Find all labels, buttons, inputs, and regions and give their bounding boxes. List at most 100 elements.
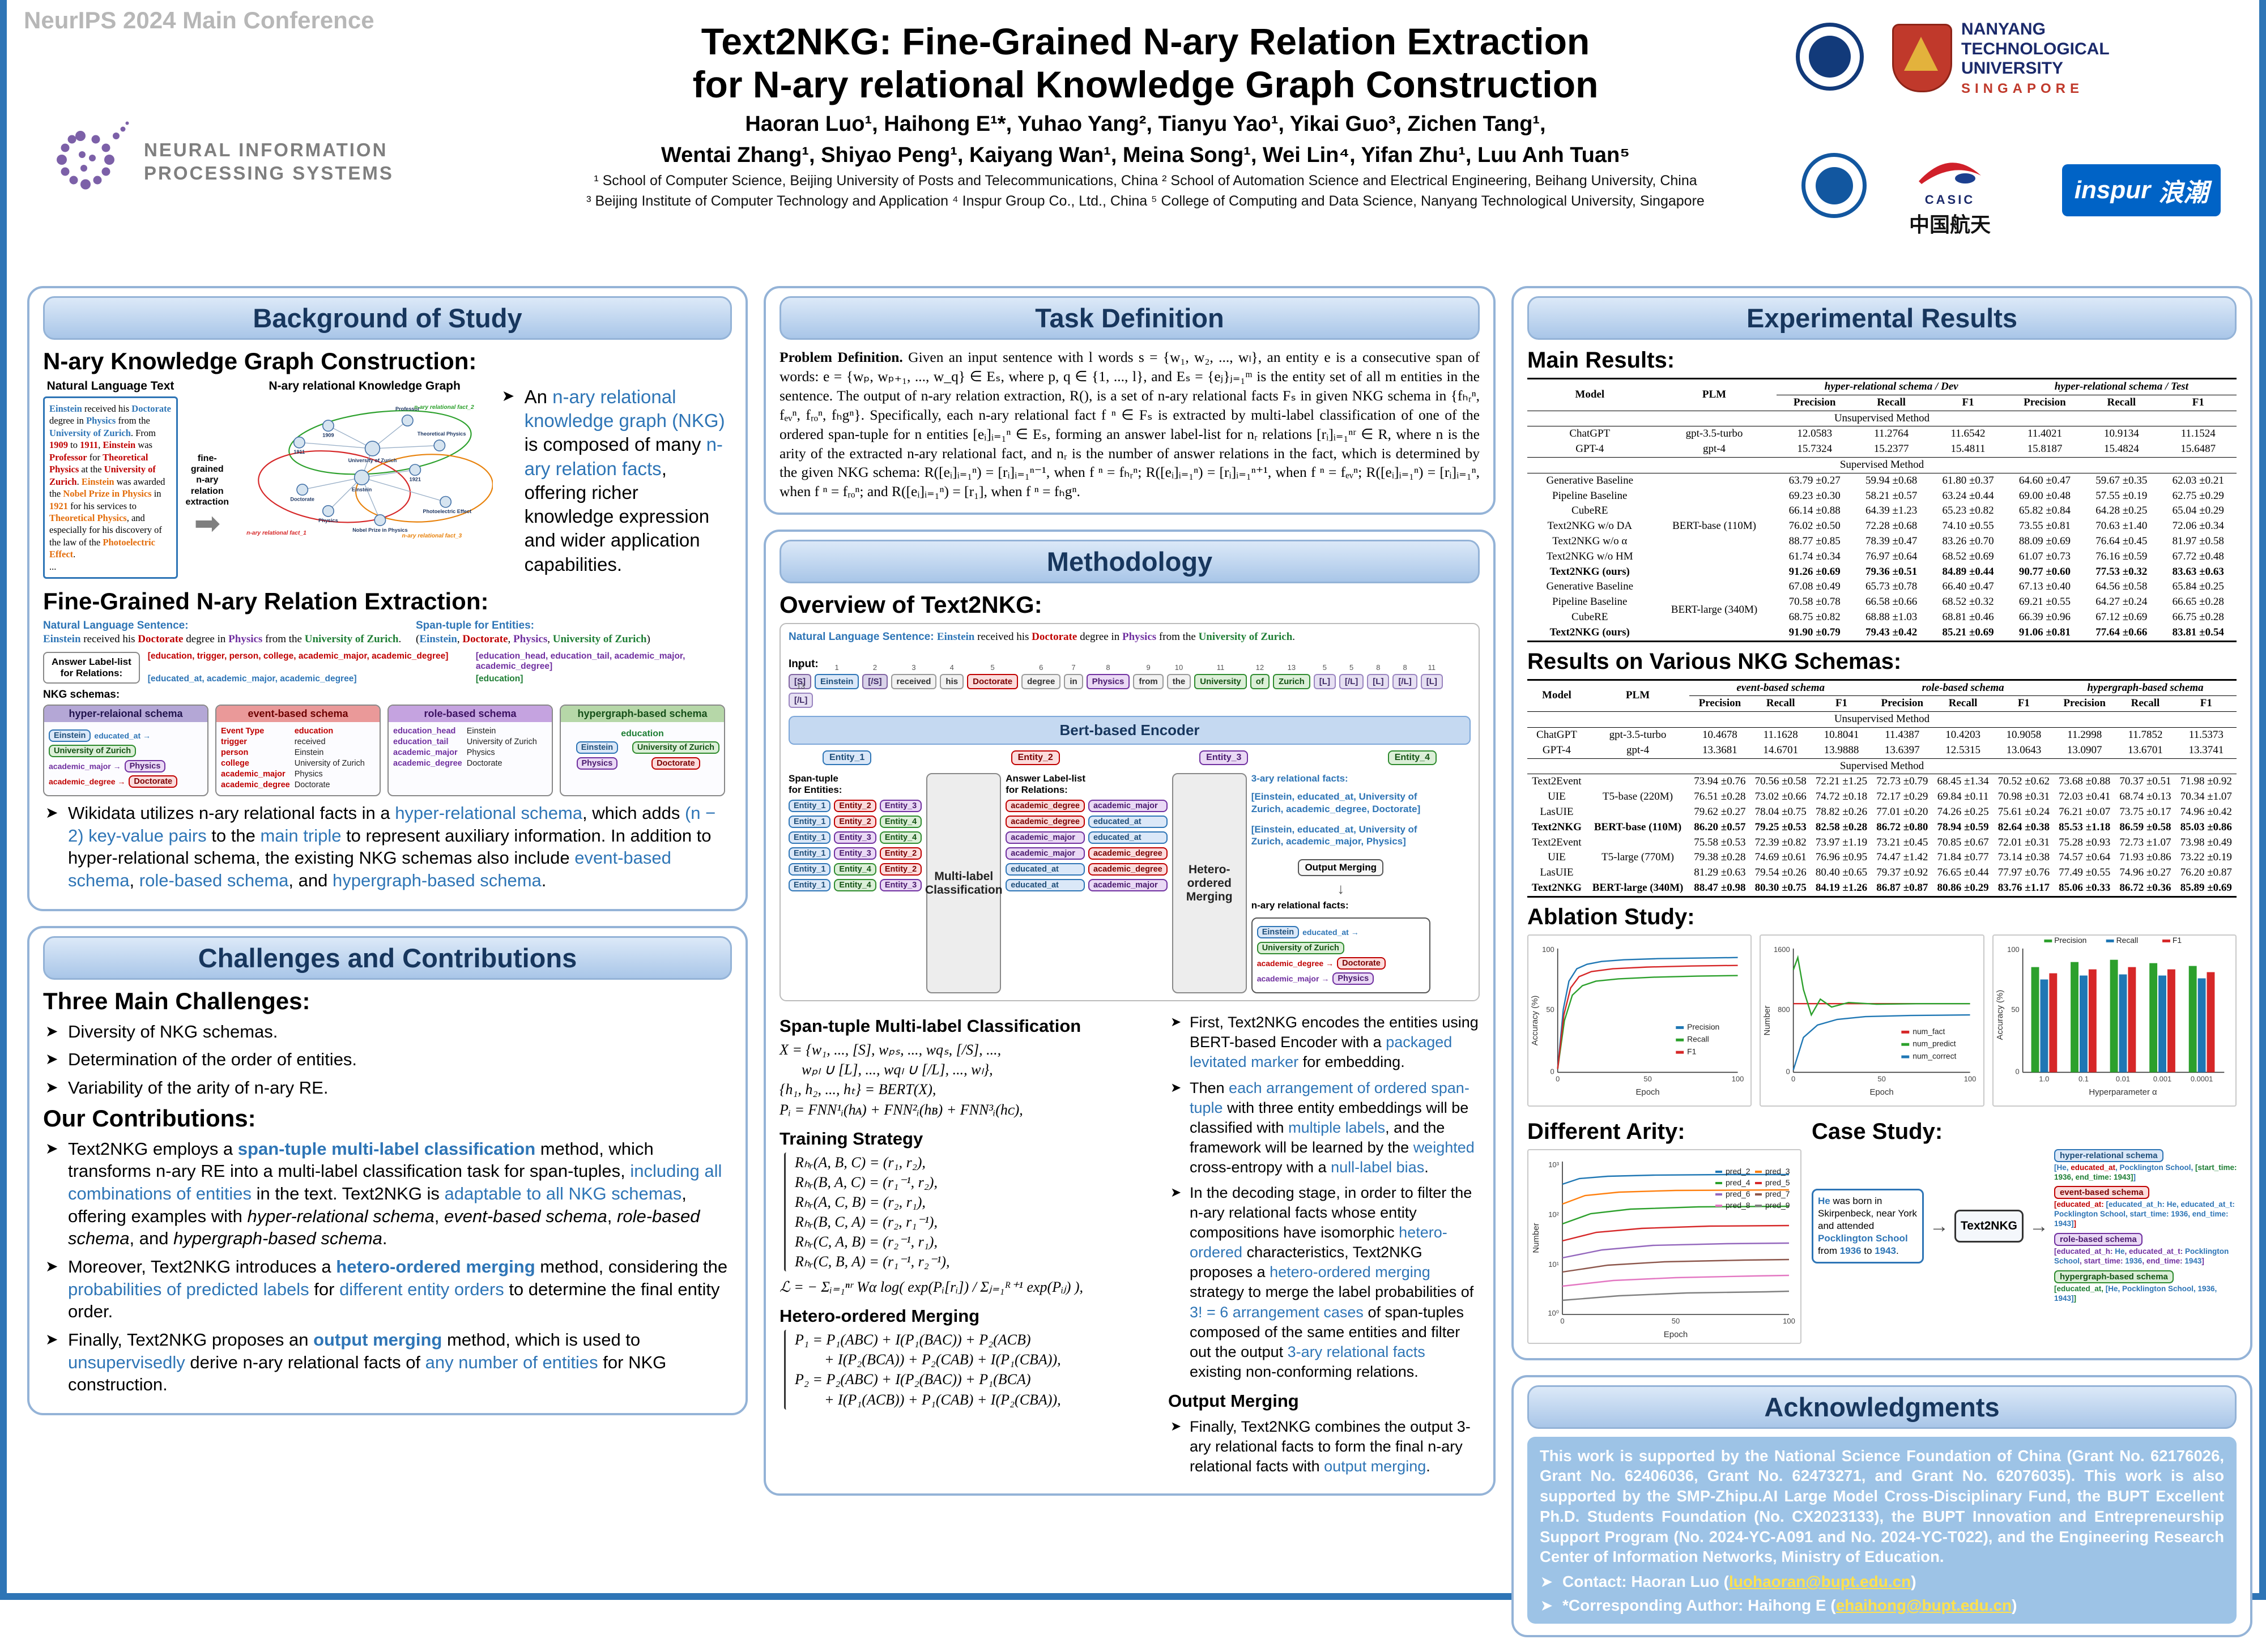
- schemas-results-title: Results on Various NKG Schemas:: [1527, 648, 1902, 674]
- svg-text:pred_4: pred_4: [1726, 1178, 1750, 1187]
- table-cell: 11.2764: [1874, 428, 1909, 440]
- text-segment: ,: [508, 633, 514, 645]
- text-segment: main triple: [260, 825, 342, 846]
- nary-facts-box: Einstein educated_at → University of Zuric…: [1251, 917, 1430, 994]
- text-segment: Physics: [513, 633, 548, 645]
- nkg-schemas-label: NKG schemas:: [43, 688, 120, 701]
- table-cell: 65.23 ±0.82: [1942, 505, 1994, 517]
- table-cell: 79.43 ±0.42: [1865, 626, 1918, 638]
- table-row: Generative Baseline BERT-base (110M) 63.79…: [1527, 473, 2237, 532]
- relation-pill: educated_at: [1006, 879, 1085, 892]
- subsection-contributions: Our Contributions:: [43, 1104, 256, 1132]
- entity-pill: Entity_1: [789, 879, 831, 892]
- text-segment: in: [151, 488, 161, 500]
- text-segment: Einstein: [103, 439, 136, 451]
- text-segment: Doctorate: [462, 633, 508, 645]
- relation-pill: academic_degree: [1006, 800, 1085, 813]
- section-header-background: Background of Study: [43, 296, 732, 340]
- table-cell: 72.73 ±0.79: [1876, 775, 1928, 788]
- section-header-acknowledgments: Acknowledgments: [1527, 1385, 2237, 1429]
- kg-node-label: Physics: [318, 518, 338, 523]
- text-segment: Nobel Prize in Physics: [63, 488, 152, 500]
- table-cell: 13.6701: [2128, 744, 2163, 756]
- table-cell: 61.74 ±0.34: [1788, 550, 1841, 562]
- subsection-fine-grained: Fine-Grained N-ary Relation Extraction:: [43, 587, 489, 614]
- entity-pill: Entity_2: [1011, 750, 1060, 766]
- table-cell: 66.75 ±0.28: [2172, 611, 2224, 623]
- text-segment: .: [1426, 1458, 1430, 1475]
- ablation-number-chart: 1600 800 0 0 50 100 num_fact num_predict…: [1760, 934, 1984, 1107]
- text-segment: 1911: [80, 439, 99, 451]
- table-cell: Text2Event: [1532, 836, 1582, 848]
- extraction-arrow: fine-grained n-ary relation extraction ➡: [185, 453, 230, 539]
- text-segment: Physics: [228, 633, 263, 645]
- corresponding-author-line[interactable]: *Corresponding Author: Haihong E (ehaiho…: [1540, 1596, 2224, 1615]
- section-header-task: Task Definition: [780, 296, 1480, 340]
- table-header-row: Precision Recall F1 Precision Recall F1: [1527, 395, 2237, 411]
- text-segment: Einstein: [81, 476, 114, 487]
- svg-text:num_correct: num_correct: [1913, 1051, 1957, 1060]
- table-cell: 70.85 ±0.67: [1937, 836, 1989, 848]
- challenge-item: Variability of the arity of n-ary RE.: [43, 1077, 732, 1099]
- table-cell: gpt-4: [1626, 744, 1650, 756]
- table-cell: 68.88 ±1.03: [1865, 611, 1918, 623]
- entity-pill: Entity_2: [879, 847, 922, 860]
- nary-facts-label: n-ary relational facts:: [1251, 900, 1349, 911]
- table-cell: Precision: [2006, 395, 2084, 411]
- inspur-text-cn: 浪潮: [2158, 179, 2209, 207]
- casic-text-en: CASIC: [1924, 193, 1975, 207]
- neurips-logo: NEURAL INFORMATION PROCESSING SYSTEMS: [46, 119, 394, 204]
- table-cell: gpt-3.5-turbo: [1609, 728, 1667, 741]
- table-cell: 72.17 ±0.29: [1876, 791, 1928, 803]
- table-cell: UIE: [1548, 791, 1566, 803]
- relation-pill: educated_at: [1088, 816, 1168, 829]
- token: received: [891, 674, 937, 690]
- svg-text:1600: 1600: [1774, 945, 1790, 954]
- table-cell: BERT-large (340M): [1592, 881, 1684, 894]
- text-segment: .: [1424, 1158, 1429, 1176]
- table-cell: 64.56 ±0.58: [2095, 580, 2148, 593]
- ablation-alpha-chart: 100 50 0 1.0 0.1 0.01 0.001 0.0001: [1992, 934, 2237, 1107]
- svg-text:10²: 10²: [1548, 1210, 1559, 1219]
- text-segment: is composed of many: [524, 434, 706, 455]
- entity-pill: Entity_4: [834, 863, 876, 876]
- main-results-title: Main Results:: [1527, 348, 1675, 373]
- table-cell: BERT-large (340M): [1671, 603, 1758, 616]
- ntu-text-line: TECHNOLOGICAL: [1961, 39, 2110, 58]
- table-cell: 63.24 ±0.44: [1942, 489, 1994, 502]
- table-cell: 15.2377: [1873, 443, 1909, 455]
- equation-line: X = {w₁, ..., [S], wₚₛ, ..., wqₛ, [/S], …: [780, 1041, 1002, 1058]
- text-segment: Einstein: [49, 403, 82, 414]
- table-cell: event-based schema: [1689, 680, 1872, 697]
- contact-line[interactable]: Contact: Haoran Luo (luohaoran@bupt.edu.…: [1540, 1573, 2224, 1591]
- text-segment: probabilities of predicted labels: [68, 1279, 309, 1299]
- text-segment[interactable]: luohaoran@bupt.edu.cn: [1729, 1573, 1911, 1591]
- casic-logo: CASIC 中国航天: [1909, 156, 1991, 238]
- table-cell: 74.57 ±0.64: [2059, 851, 2111, 864]
- text-segment[interactable]: ehaihong@bupt.edu.cn: [1835, 1596, 2012, 1615]
- table-cell: 81.29 ±0.63: [1694, 866, 1746, 879]
- table-cell: Recall: [2115, 695, 2176, 712]
- text-segment: [educated_at,: [2054, 1284, 2106, 1293]
- equation-line: + I(P₂(BCA)) + P₂(CAB) + I(P₁(CBA)),: [795, 1351, 1061, 1368]
- svg-text:50: 50: [1878, 1074, 1886, 1083]
- text-segment: , and: [129, 1228, 174, 1249]
- arity-title: Different Arity:: [1527, 1119, 1685, 1144]
- table-cell: 68.52 ±0.32: [1942, 596, 1994, 608]
- text-segment: from the: [116, 415, 150, 426]
- table-cell: 61.07 ±0.73: [2018, 550, 2071, 562]
- svg-text:Recall: Recall: [2116, 936, 2138, 945]
- text-segment: ]: [2133, 1172, 2136, 1181]
- text-segment: . From: [130, 427, 156, 438]
- table-cell: 61.80 ±0.37: [1942, 474, 1994, 486]
- table-cell: hyper-relational schema / Test: [2006, 378, 2237, 395]
- relation-label: academic_major →: [1256, 974, 1330, 984]
- table-cell: 79.25 ±0.53: [1754, 821, 1807, 833]
- table-cell: 74.72 ±0.18: [1815, 791, 1868, 803]
- text-segment: Photoelectric Effect: [49, 536, 155, 560]
- svg-text:0: 0: [1786, 1067, 1790, 1075]
- table-row: ChatGPT gpt-3.5-turbo 12.0583 11.2764 11.654…: [1527, 426, 2237, 442]
- table-cell: F1: [2175, 695, 2237, 712]
- ntu-text-line: NANYANG: [1961, 20, 2046, 39]
- table-row: Text2NKG w/o α 88.77 ±0.85 78.39 ±0.47 83.2…: [1527, 534, 2237, 549]
